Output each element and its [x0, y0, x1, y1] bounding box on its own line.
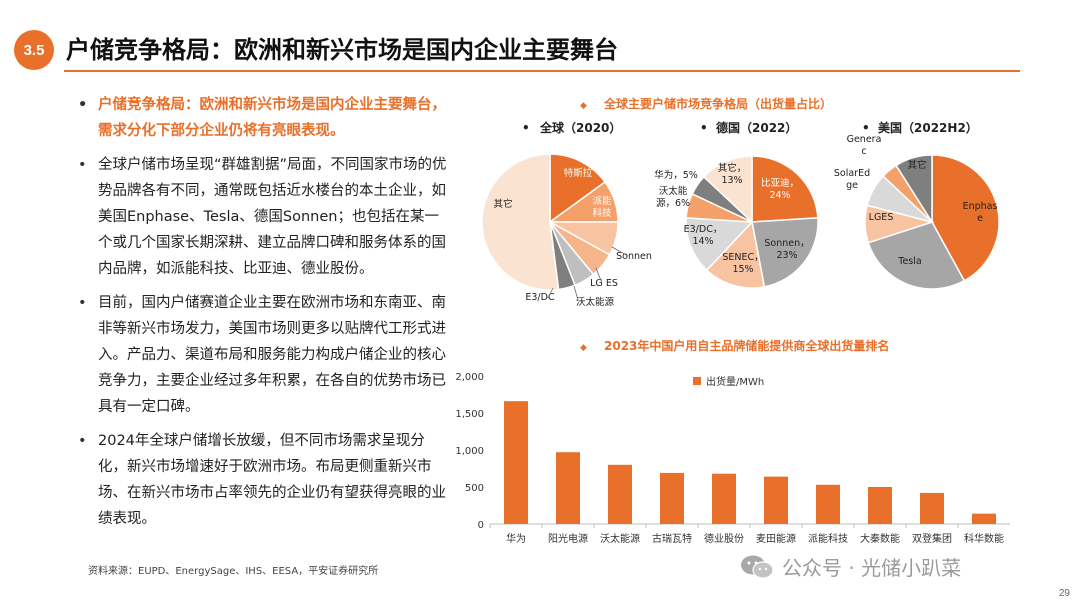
pie-label-senec-15: SENEC， 15% — [722, 252, 763, 275]
pie-slice-特斯拉 — [549, 153, 607, 224]
bullet-item-outlook-2024: 2024年全球户储增长放缓，但不同市场需求呈现分化，新兴市场增速好于欧洲市场。布… — [72, 428, 452, 532]
bullet-list: 户储竞争格局：欧洲和新兴市场是国内企业主要舞台，需求分化下部分企业仍将有亮眼表现… — [72, 92, 452, 540]
x-tick-label: 麦田能源 — [756, 532, 796, 545]
pie-usa-subtitle: 美国（2022H2） — [878, 120, 978, 135]
bullet-item-domestic-players: 目前，国内户储赛道企业主要在欧洲市场和东南亚、南非等新兴市场发力，美国市场则更多… — [72, 290, 452, 420]
pie-section-title: 全球主要户储市场竞争格局（出货量占比） — [603, 96, 832, 111]
title-divider — [64, 70, 1020, 72]
bar-华为 — [504, 401, 528, 524]
x-tick-label: 双登集团 — [912, 532, 952, 545]
pie-section-marker-icon: ◆ — [580, 101, 587, 111]
pie-global-subtitle-bullet: • — [522, 121, 530, 135]
bar-古瑞瓦特 — [660, 472, 684, 524]
source-note: 资料来源：EUPD、EnergySage、IHS、EESA，平安证券研究所 — [88, 566, 379, 577]
bar-麦田能源 — [764, 476, 788, 524]
bar-阳光电源 — [556, 452, 580, 524]
pie-label-solaredge: SolarEd ge — [834, 168, 870, 191]
pie-label-其它: 其它 — [907, 159, 926, 171]
pie-label-华为-5: 华为，5% — [654, 169, 698, 181]
page-title: 户储竞争格局：欧洲和新兴市场是国内企业主要舞台 — [66, 36, 618, 64]
pie-slice-enphase — [931, 154, 1000, 282]
bar-legend-label: 出货量/MWh — [706, 375, 764, 388]
x-tick-label: 派能科技 — [808, 532, 848, 545]
pie-slice-其它 — [895, 154, 933, 225]
watermark: 公众号 · 光储小趴菜 — [740, 552, 961, 581]
page-number: 29 — [1058, 588, 1070, 599]
pie-leader-line — [611, 246, 629, 257]
wechat-icon — [741, 555, 774, 579]
x-tick-label: 大秦数能 — [860, 532, 900, 545]
pie-slice-tesla — [867, 221, 966, 290]
pie-label-tesla: Tesla — [897, 256, 921, 267]
pie-slice-其它 — [481, 153, 560, 291]
y-tick-label: 0 — [478, 520, 484, 531]
x-tick-label: 华为 — [506, 532, 526, 545]
pie-slice-sonnen-23 — [751, 217, 819, 288]
x-tick-label: 古瑞瓦特 — [652, 532, 692, 545]
pie-leader-line — [547, 287, 554, 299]
section-number-badge: 3.5 — [14, 30, 54, 70]
pie-label-特斯拉: 特斯拉 — [564, 167, 593, 179]
bar-派能科技 — [816, 484, 840, 524]
bullet-item-market-landscape: 全球户储市场呈现“群雄割据”局面，不同国家市场的优势品牌各有不同，通常既包括近水… — [72, 152, 452, 282]
bar-科华数能 — [972, 513, 996, 524]
pie-slice-比亚迪-24 — [751, 155, 819, 223]
pie-label-lg-es: LG ES — [590, 278, 618, 289]
watermark-text: 公众号 · 光储小趴菜 — [782, 556, 962, 580]
pie-label-e3-dc: E3/DC — [525, 292, 555, 303]
pie-label-enphase: Enphas e — [963, 201, 998, 224]
pie-slice-其它-13 — [702, 155, 753, 224]
y-tick-label: 2,000 — [455, 372, 484, 383]
pie-germany-subtitle-bullet: • — [700, 121, 708, 135]
pie-label-沃太能源-6: 沃太能源，6% — [656, 185, 690, 209]
pie-leader-line — [573, 285, 579, 301]
x-tick-label: 阳光电源 — [548, 532, 588, 545]
bar-沃太能源 — [608, 464, 632, 524]
pie-label-其它-13: 其它， 13% — [718, 162, 747, 186]
bar-chart-shipments-2023: 0 500 1,000 1,500 2,000 华为 阳光电源 沃太能源 古瑞瓦特 德业股份 麦田能… — [455, 372, 1010, 545]
pie-label-sonnen: Sonnen — [616, 251, 652, 262]
pie-label-lges: LGES — [869, 212, 894, 223]
pie-leader-line — [595, 267, 603, 284]
pie-chart-germany-2022: 比亚迪， 24% Sonnen， 23%SENEC， 15% E3/DC， 14% 沃太能源，… — [654, 155, 819, 289]
y-tick-label: 1,000 — [455, 446, 484, 457]
pie-slice-e3-dc-14 — [685, 217, 754, 272]
pie-global-subtitle: 全球（2020） — [539, 120, 621, 135]
bar-大秦数能 — [868, 487, 892, 524]
y-tick-label: 500 — [465, 483, 484, 494]
bar-section-marker-icon: ◆ — [580, 343, 587, 353]
pie-slice-senec-15 — [705, 220, 766, 289]
bar-德业股份 — [712, 473, 736, 524]
bar-chart-title: 2023年中国户用自主品牌储能提供商全球出货量排名 — [604, 338, 889, 353]
pie-label-generac: Genera c — [847, 134, 882, 157]
pie-label-e3-dc-14: E3/DC， 14% — [684, 224, 723, 247]
x-tick-label: 德业股份 — [704, 532, 744, 545]
pie-label-派能科技: 派能科技 — [592, 195, 612, 219]
x-tick-label: 科华数能 — [964, 532, 1004, 545]
bar-legend-swatch — [693, 377, 701, 385]
x-tick-label: 沃太能源 — [600, 532, 640, 545]
pie-chart-usa-2022h2: Enphas e Tesla LGES SolarEd ge Genera c 其它 — [834, 134, 1000, 290]
pie-label-沃太能源: 沃太能源 — [576, 296, 615, 308]
pie-label-比亚迪-24: 比亚迪， 24% — [761, 177, 799, 201]
pie-germany-subtitle: 德国（2022） — [716, 120, 797, 135]
bar-双登集团 — [920, 492, 944, 524]
bullet-item-summary: 户储竞争格局：欧洲和新兴市场是国内企业主要舞台，需求分化下部分企业仍将有亮眼表现… — [72, 92, 452, 144]
y-tick-label: 1,500 — [455, 409, 484, 420]
pie-label-sonnen-23: Sonnen， 23% — [764, 238, 809, 261]
pie-usa-subtitle-bullet: • — [862, 121, 870, 135]
pie-label-其它: 其它 — [493, 198, 512, 210]
